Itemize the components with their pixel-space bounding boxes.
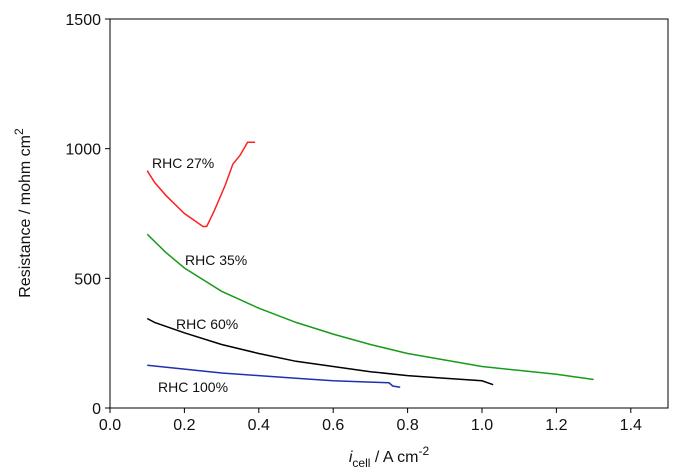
x-tick-label: 0.8 bbox=[396, 417, 418, 434]
x-label-main: i bbox=[349, 449, 353, 466]
y-axis-label: Resistance / mohm cm2 bbox=[12, 128, 34, 298]
y-label-sup: 2 bbox=[12, 128, 26, 135]
x-tick-label: 0.6 bbox=[322, 417, 344, 434]
x-label-rest: / A cm bbox=[370, 449, 418, 466]
y-label-main: Resistance / mohm cm bbox=[17, 135, 34, 298]
series-label: RHC 100% bbox=[158, 379, 228, 395]
x-axis-label: icell / A cm-2 bbox=[349, 444, 430, 470]
y-tick-label: 0 bbox=[92, 401, 101, 418]
x-tick-label: 0.4 bbox=[248, 417, 270, 434]
series-line bbox=[146, 317, 494, 386]
plot-frame bbox=[109, 18, 669, 409]
y-tick-label: 500 bbox=[74, 271, 101, 288]
series-line bbox=[147, 364, 401, 389]
x-label-sup: -2 bbox=[418, 444, 429, 458]
series-line bbox=[146, 141, 256, 228]
x-tick-label: 0.2 bbox=[173, 417, 195, 434]
y-tick-label: 1500 bbox=[65, 12, 101, 29]
x-tick-label: 1.2 bbox=[545, 417, 567, 434]
x-tick-label: 1.4 bbox=[620, 417, 642, 434]
x-tick-label: 1.0 bbox=[471, 417, 493, 434]
series-label: RHC 60% bbox=[176, 316, 238, 332]
y-tick-label: 1000 bbox=[65, 142, 101, 159]
series-label: RHC 27% bbox=[152, 155, 214, 171]
series-label: RHC 35% bbox=[185, 252, 247, 268]
x-label-sub: cell bbox=[352, 456, 370, 470]
x-tick-label: 0.0 bbox=[99, 417, 121, 434]
series-line bbox=[146, 233, 594, 381]
